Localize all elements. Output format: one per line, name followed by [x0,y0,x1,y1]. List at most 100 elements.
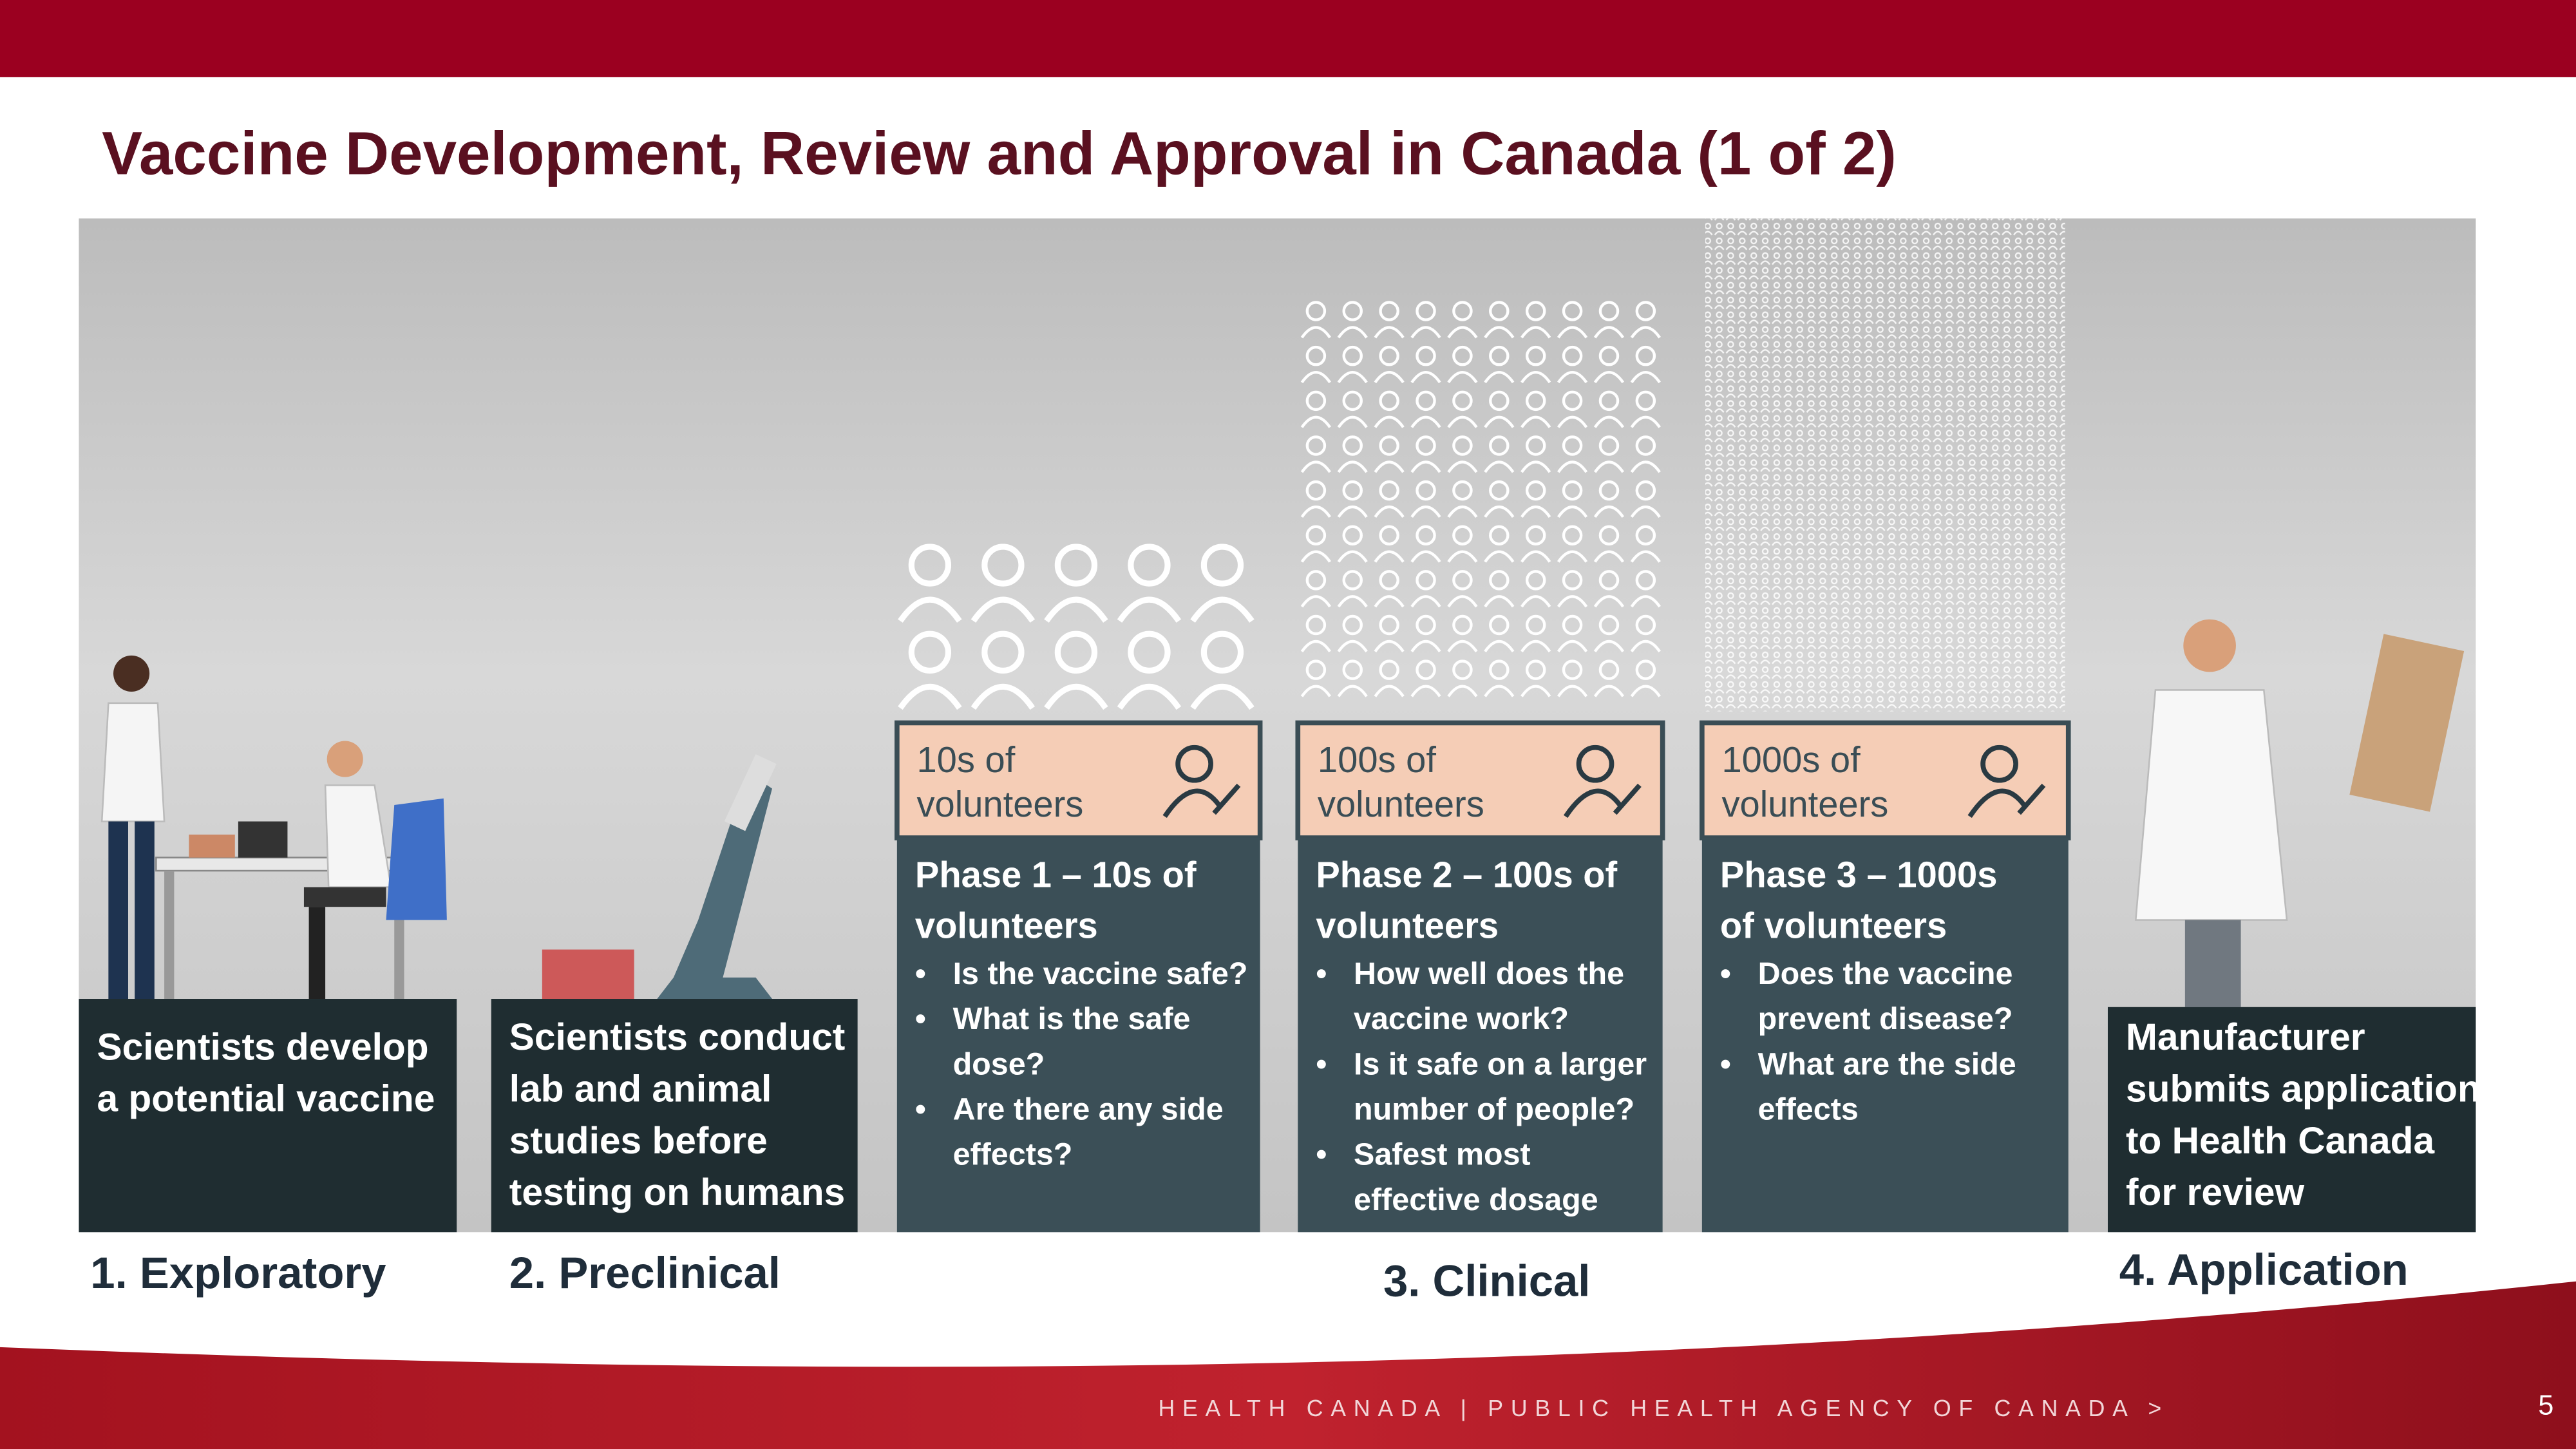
crowd-icons [1705,218,2065,712]
bullet-text: What are the side [1758,1046,2016,1081]
bullet-text: effects? [953,1137,1073,1172]
volunteer-icon [1337,326,1368,339]
volunteer-icon [1305,301,1327,321]
stage-text: for review [2126,1171,2304,1213]
volunteer-icon [1190,683,1255,710]
volunteer-icon [1562,525,1583,546]
stage-text: Manufacturer [2126,1016,2365,1058]
volunteer-icon [1520,326,1551,339]
volunteer-icon [1598,525,1620,546]
volunteer-icon [1635,435,1656,456]
volunteer-icon [1200,630,1244,674]
volunteer-icon [1300,415,1331,428]
volunteer-icon [1557,326,1588,339]
volunteer-icon [1525,570,1546,591]
volunteer-icon [1305,570,1327,591]
volunteer-icon [1630,371,1661,384]
volunteer-icon [1410,639,1441,653]
stage-label: 4. Application [2119,1245,2409,1294]
volunteer-icon [1305,614,1327,636]
volunteer-icon [1305,525,1327,546]
volunteer-icon [1128,544,1171,587]
volunteer-icon [1557,639,1588,653]
volunteer-icon [1630,326,1661,339]
volunteer-icon [1190,596,1255,623]
volunteer-icon [1337,550,1368,563]
volunteer-icon [1379,614,1399,636]
volunteer-icon [1525,390,1546,412]
volunteer-icon [1489,614,1510,636]
badge-text: volunteers [1318,784,1484,824]
volunteer-icon [1410,595,1441,608]
volunteer-icon [1520,639,1551,653]
volunteer-icon [1489,525,1510,546]
volunteer-icon [898,596,962,623]
volunteer-icon [1557,595,1588,608]
volunteer-icon [1489,345,1510,366]
volunteer-icon [1416,525,1436,546]
bullet-text: effective dosage [1354,1182,1598,1217]
volunteer-icon [1635,345,1656,366]
volunteer-icon [1342,614,1363,636]
volunteer-icon [1598,614,1620,636]
volunteer-icon [1630,506,1661,518]
stage-label: 2. Preclinical [509,1248,781,1298]
volunteer-icon [1489,570,1510,591]
volunteer-icon [1337,639,1368,653]
volunteer-icon [1410,550,1441,563]
volunteer-icon [1635,390,1656,412]
volunteer-icon [1484,326,1515,339]
volunteer-icon [1557,685,1588,697]
volunteer-icon [1520,460,1551,473]
volunteer-icon [1416,390,1436,412]
volunteer-icon [1593,415,1625,428]
phase-heading: of volunteers [1720,905,1947,946]
stage-text: Scientists conduct [509,1016,846,1058]
volunteer-icon [1557,550,1588,563]
volunteer-icon [1593,371,1625,384]
phase-box [896,838,1260,1233]
volunteer-icon [1484,685,1515,697]
volunteer-icon [1520,595,1551,608]
volunteer-icon [1342,435,1363,456]
volunteer-icon [1520,415,1551,428]
volunteer-icon [1300,371,1331,384]
bullet-text: Are there any side [953,1092,1224,1127]
volunteer-icon [1520,371,1551,384]
badge-text: volunteers [916,784,1083,824]
bullet-text: Does the vaccine [1758,956,2013,991]
volunteer-icon [1598,659,1620,680]
volunteer-icon [1337,460,1368,473]
phase-box [1701,838,2069,1233]
badge-icon [1980,744,2018,783]
volunteer-icon [1489,301,1510,321]
bullet-text: dose? [953,1046,1045,1081]
bullet-text: effects [1758,1092,1859,1127]
volunteer-icon [1300,506,1331,518]
volunteer-icon [1635,570,1656,591]
volunteer-icon [1300,460,1331,473]
volunteer-icon [1342,480,1363,501]
volunteer-icon [1410,506,1441,518]
badge-icon [1212,783,1241,815]
volunteer-icon [1374,506,1405,518]
volunteer-icon [1562,614,1583,636]
stage-text: studies before [509,1120,768,1162]
volunteer-icon [1593,685,1625,697]
volunteer-icon [1635,614,1656,636]
image-panel [79,218,2476,1233]
volunteer-icon [1484,371,1515,384]
volunteer-icon [1337,415,1368,428]
volunteer-icon [1489,390,1510,412]
volunteer-icon [1342,659,1363,680]
volunteer-icon [1379,659,1399,680]
top-bar [0,0,2576,77]
volunteer-icon [908,544,952,587]
stage-box [79,999,457,1233]
volunteer-icon [1447,326,1478,339]
volunteer-icon [1300,550,1331,563]
volunteer-icon [1117,596,1182,623]
volunteer-icon [1374,550,1405,563]
volunteer-icon [1342,525,1363,546]
stage-box [491,999,858,1233]
